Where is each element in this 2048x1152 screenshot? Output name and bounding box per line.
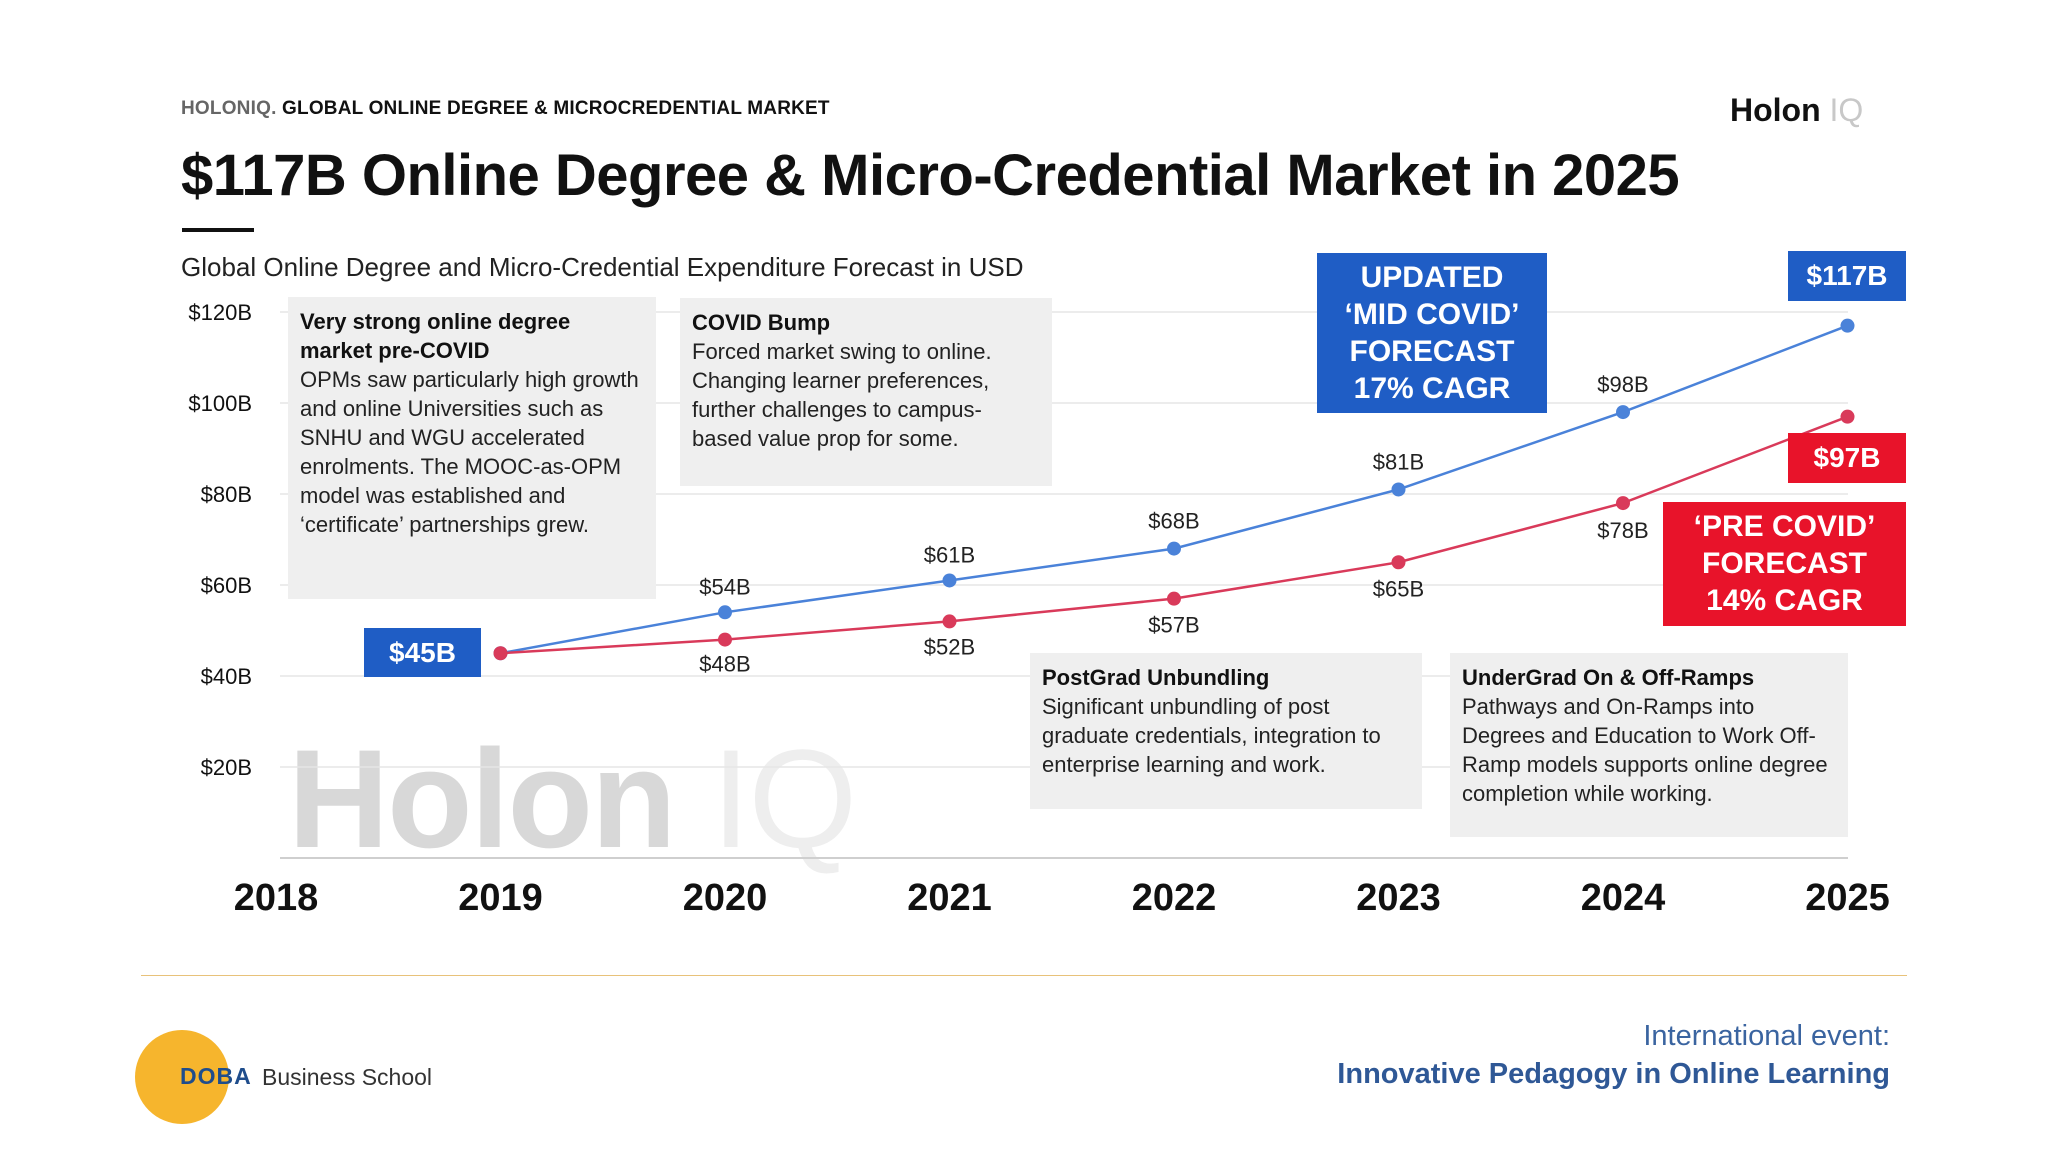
y-tick-label: $80B <box>201 482 252 507</box>
logo-main: Holon <box>1730 92 1821 128</box>
note-postgrad: PostGrad Unbundling Significant unbundli… <box>1030 653 1422 809</box>
x-tick-label: 2020 <box>683 877 768 919</box>
data-label: $98B <box>1597 372 1648 397</box>
data-label: $68B <box>1148 509 1199 534</box>
data-point <box>1616 405 1630 420</box>
data-point <box>1840 318 1855 333</box>
doba-logo-mark: DOBA <box>180 1063 252 1089</box>
kicker: HOLONIQ. GLOBAL ONLINE DEGREE & MICROCRE… <box>181 98 830 120</box>
y-tick-label: $120B <box>188 300 252 325</box>
note-covid-body: Forced market swing to online. Changing … <box>692 339 992 451</box>
event-label: International event: <box>1643 1020 1890 1052</box>
updated-line1: UPDATED <box>1360 261 1504 294</box>
data-labels: $54B $61B $68B $81B $98B $48B $52B $57B $65B $78B <box>699 372 1648 676</box>
data-label: $52B <box>924 634 975 659</box>
kicker-text: GLOBAL ONLINE DEGREE & MICROCREDENTIAL M… <box>282 98 830 119</box>
page-title: $117B Online Degree & Micro-Credential M… <box>181 143 1680 208</box>
note-postgrad-body: Significant unbundling of post graduate … <box>1042 694 1381 777</box>
precovid-line1: ‘PRE COVID’ <box>1693 510 1876 543</box>
data-point <box>1167 591 1181 606</box>
data-point <box>718 632 732 647</box>
data-point <box>942 573 957 588</box>
end-value-tag-red: $97B <box>1788 433 1906 483</box>
precovid-forecast-legend: ‘PRE COVID’ FORECAST 14% CAGR <box>1663 502 1906 626</box>
holoniq-logo: Holon IQ <box>1730 92 1863 129</box>
kicker-brand: HOLONIQ. <box>181 98 277 119</box>
event-title: Innovative Pedagogy in Online Learning <box>1337 1058 1890 1090</box>
watermark: Holon IQ <box>288 718 857 880</box>
precovid-line3: 14% CAGR <box>1706 584 1863 617</box>
data-label: $48B <box>699 652 750 677</box>
data-label: $81B <box>1373 449 1424 474</box>
data-point <box>1616 496 1630 511</box>
precovid-line2: FORECAST <box>1702 547 1867 580</box>
x-tick-label: 2023 <box>1356 877 1441 919</box>
data-label: $65B <box>1373 576 1424 601</box>
note-undergrad: UnderGrad On & Off-Ramps Pathways and On… <box>1450 653 1848 837</box>
logo-iq: IQ <box>1829 92 1864 128</box>
data-label: $61B <box>924 542 975 567</box>
note-undergrad-heading: UnderGrad On & Off-Ramps <box>1462 665 1755 690</box>
doba-logo-text: Business School <box>262 1064 433 1090</box>
end-value-tag-blue: $117B <box>1788 251 1906 301</box>
data-label: $54B <box>699 574 750 599</box>
data-point <box>942 614 957 629</box>
y-tick-label: $100B <box>188 391 252 416</box>
data-point <box>1391 555 1406 570</box>
y-axis: $20B $40B $60B $80B $100B $120B <box>188 300 252 780</box>
x-tick-label: 2022 <box>1132 877 1217 919</box>
updated-forecast-legend: UPDATED ‘MID COVID’ FORECAST 17% CAGR <box>1317 253 1547 413</box>
y-tick-label: $20B <box>201 755 252 780</box>
note-undergrad-body: Pathways and On-Ramps into Degrees and E… <box>1462 694 1828 806</box>
series-points <box>493 318 1855 661</box>
x-tick-label: 2018 <box>234 877 319 919</box>
line-chart: $20B$40B$60B$80B$100B$120B 2018 2019 2020 2… <box>188 300 1890 919</box>
y-tick-label: $40B <box>201 664 252 689</box>
chart-subtitle: Global Online Degree and Micro-Credentia… <box>181 252 1024 282</box>
data-label: $78B <box>1597 518 1648 543</box>
note-precovid: Very strong online degree market pre-COV… <box>288 297 656 599</box>
note-precovid-heading: Very strong online degree market pre-COV… <box>300 309 571 363</box>
updated-line4: 17% CAGR <box>1353 372 1511 405</box>
data-point <box>1840 409 1855 424</box>
title-underline <box>182 228 254 232</box>
data-point <box>718 605 732 620</box>
data-point <box>1167 541 1181 556</box>
watermark-iq: IQ <box>711 720 857 877</box>
watermark-main: Holon <box>288 720 677 877</box>
note-postgrad-heading: PostGrad Unbundling <box>1042 665 1270 690</box>
data-point <box>1391 482 1406 497</box>
x-tick-label: 2019 <box>458 877 543 919</box>
note-covid-heading: COVID Bump <box>692 310 831 335</box>
x-tick-label: 2021 <box>907 877 992 919</box>
note-precovid-body: OPMs saw particularly high growth and on… <box>300 367 639 537</box>
x-tick-label: 2025 <box>1805 877 1890 919</box>
data-label: $57B <box>1148 613 1199 638</box>
data-point <box>493 646 508 661</box>
start-value-tag: $45B <box>364 628 481 677</box>
note-covid: COVID Bump Forced market swing to online… <box>680 298 1052 486</box>
x-axis: 2018 2019 2020 2021 2022 2023 2024 2025 <box>234 877 1890 919</box>
footer-divider <box>141 975 1907 976</box>
x-tick-label: 2024 <box>1581 877 1666 919</box>
updated-line3: FORECAST <box>1349 335 1515 368</box>
doba-logo-circle <box>135 1030 229 1124</box>
updated-line2: ‘MID COVID’ <box>1344 298 1520 331</box>
y-tick-label: $60B <box>201 573 252 598</box>
